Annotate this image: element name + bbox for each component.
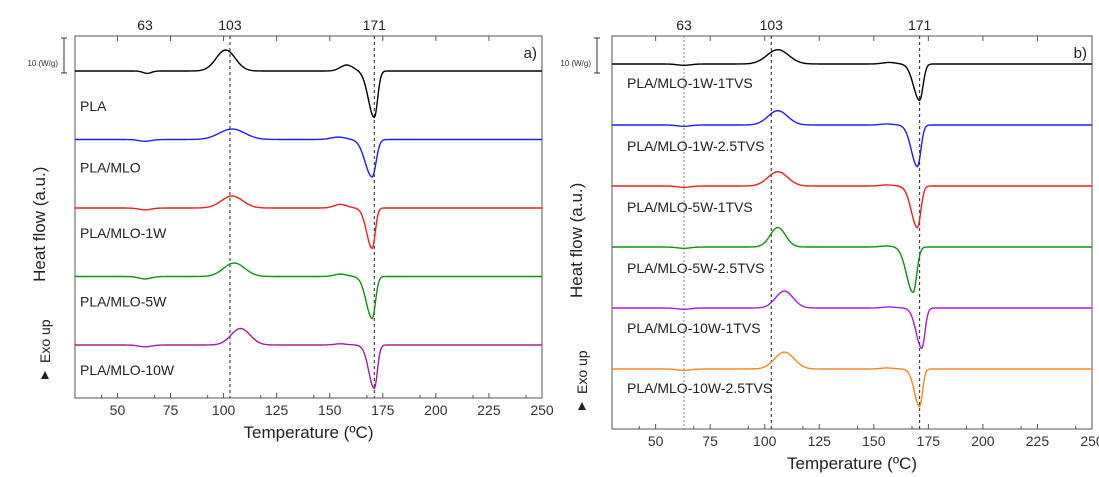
x-tick-label: 225 [1026, 433, 1050, 449]
series-line-1 [75, 128, 542, 178]
reference-label-63: 63 [676, 17, 692, 33]
y-axis-title: Heat flow (a.u.) [30, 167, 49, 282]
x-tick-label: 225 [477, 402, 501, 418]
reference-label-103: 103 [218, 17, 242, 33]
series-label-3: PLA/MLO-5W-2.5TVS [627, 260, 764, 276]
series-line-3 [612, 226, 1092, 294]
series-line-2 [612, 170, 1092, 229]
x-tick-label: 150 [862, 433, 886, 449]
exo-up-label: Exo up [574, 350, 590, 394]
series-label-2: PLA/MLO-5W-1TVS [627, 199, 753, 215]
x-tick-label: 75 [163, 402, 179, 418]
series-line-0 [75, 49, 542, 119]
exo-up-label: Exo up [37, 319, 53, 363]
reference-label-171: 171 [363, 17, 387, 33]
x-axis-title: Temperature (ºC) [787, 454, 917, 473]
series-label-0: PLA/MLO-1W-1TVS [627, 75, 753, 91]
series-line-4 [612, 290, 1092, 350]
scale-label: 10 (W/g) [560, 59, 591, 68]
x-tick-label: 50 [648, 433, 664, 449]
reference-label-63: 63 [137, 17, 153, 33]
x-tick-label: 75 [702, 433, 718, 449]
x-tick-label: 175 [371, 402, 395, 418]
series-line-4 [75, 327, 542, 390]
series-label-4: PLA/MLO-10W [80, 362, 175, 378]
plot-frame [611, 35, 1093, 430]
x-tick-label: 250 [530, 402, 554, 418]
x-tick-label: 200 [971, 433, 995, 449]
series-line-0 [612, 48, 1092, 102]
series-label-2: PLA/MLO-1W [80, 225, 167, 241]
panel-tag: b) [1074, 45, 1087, 62]
series-label-4: PLA/MLO-10W-1TVS [627, 320, 761, 336]
plot-frame [74, 35, 543, 399]
y-axis-title: Heat flow (a.u.) [567, 183, 586, 298]
x-tick-label: 100 [212, 402, 236, 418]
series-label-1: PLA/MLO [80, 160, 141, 176]
panel-b-chart: 50 75 100 125 150 175 200 225 250 Temperature (ºC… [560, 17, 1099, 473]
panel-a-chart: 50 75 100 125 150 175 200 225 250 Temperature (ºC… [27, 17, 554, 442]
reference-label-171: 171 [908, 17, 932, 33]
series-label-1: PLA/MLO-1W-2.5TVS [627, 138, 764, 154]
panel-tag: a) [524, 45, 537, 62]
x-tick-label: 50 [110, 402, 126, 418]
reference-label-103: 103 [760, 17, 784, 33]
x-tick-label: 125 [808, 433, 832, 449]
series-label-3: PLA/MLO-5W [80, 294, 167, 310]
series-line-2 [75, 195, 542, 250]
exo-arrow-icon [41, 371, 49, 379]
exo-arrow-icon [578, 402, 586, 410]
x-tick-label: 175 [917, 433, 941, 449]
x-tick-label: 125 [265, 402, 289, 418]
x-axis-title: Temperature (ºC) [244, 423, 374, 442]
x-tick-label: 200 [424, 402, 448, 418]
x-tick-label: 100 [753, 433, 777, 449]
x-tick-label: 250 [1080, 433, 1099, 449]
series-label-5: PLA/MLO-10W-2.5TVS [627, 380, 772, 396]
x-tick-label: 150 [318, 402, 342, 418]
series-line-1 [612, 109, 1092, 168]
series-line-3 [75, 262, 542, 320]
series-label-0: PLA [80, 98, 107, 114]
scale-label: 10 (W/g) [27, 59, 58, 68]
series-line-5 [612, 351, 1092, 408]
